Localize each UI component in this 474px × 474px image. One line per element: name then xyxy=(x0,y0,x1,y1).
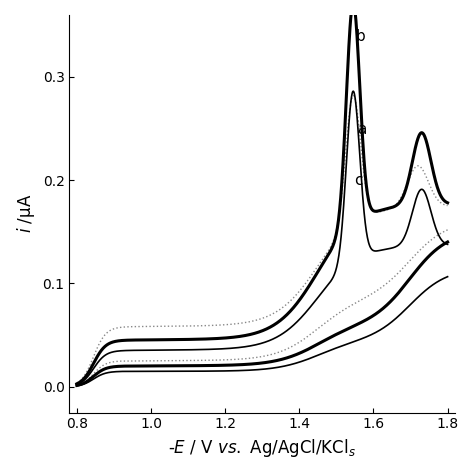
Y-axis label: $i$ /μA: $i$ /μA xyxy=(15,194,37,234)
Text: b: b xyxy=(356,29,365,44)
Text: c: c xyxy=(354,173,363,188)
Text: a: a xyxy=(357,122,366,137)
X-axis label: -$E$ / V $vs.$ Ag/AgCl/KCl$_s$: -$E$ / V $vs.$ Ag/AgCl/KCl$_s$ xyxy=(168,437,356,459)
